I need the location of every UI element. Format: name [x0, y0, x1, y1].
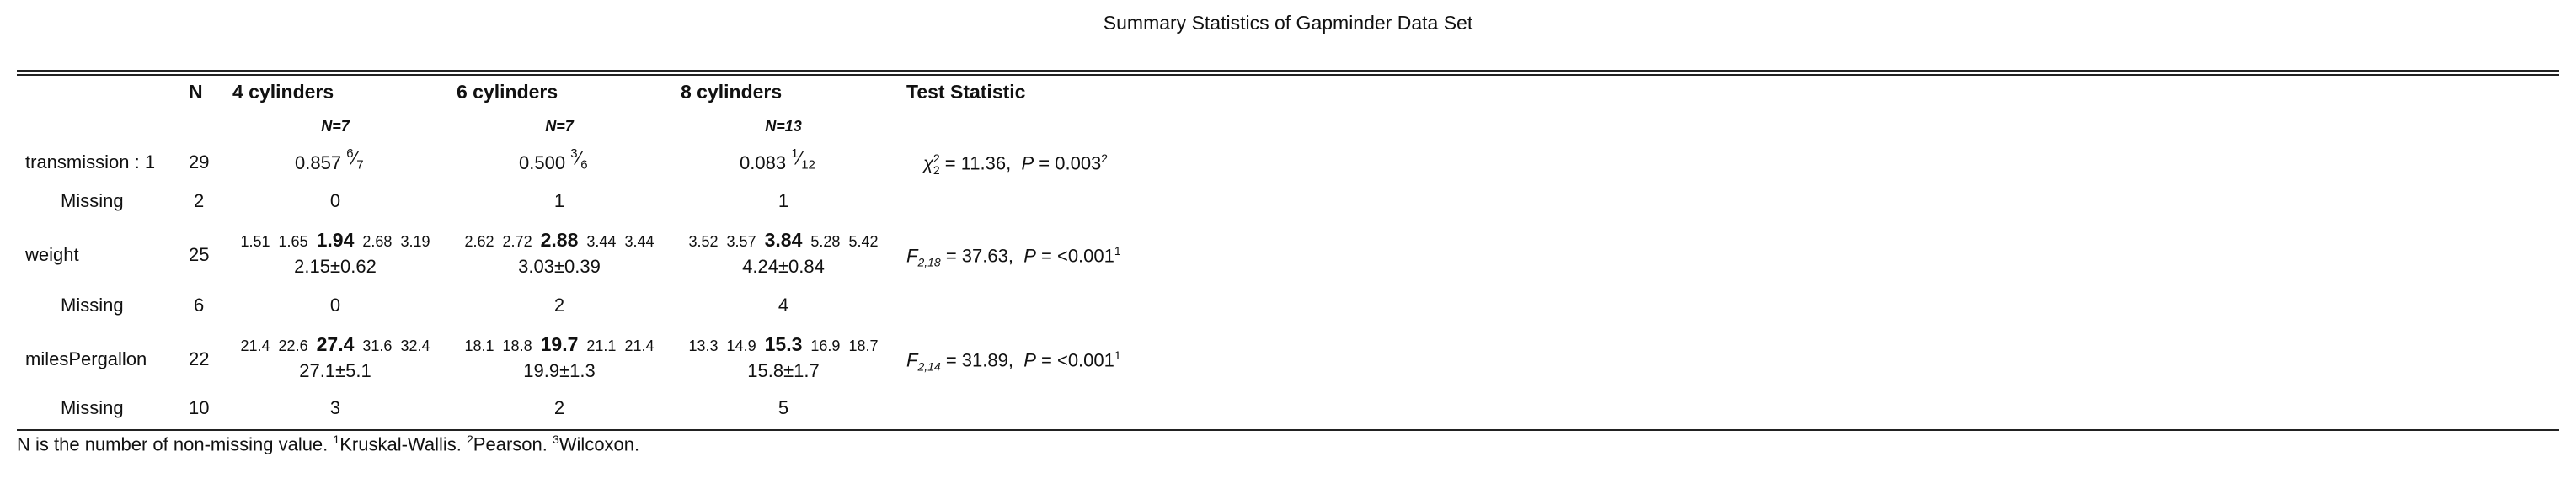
- subheader-n6: N=7: [545, 118, 574, 135]
- bottom-rule: [17, 429, 2559, 431]
- weight-missing-8cyl: 4: [778, 295, 789, 316]
- header-6-cylinders: 6 cylinders: [457, 81, 558, 103]
- mpg-missing-8cyl: 5: [778, 397, 789, 418]
- subheader-n4: N=7: [321, 118, 350, 135]
- n-mpg-missing: 10: [189, 397, 210, 418]
- n-weight: 25: [189, 244, 210, 265]
- mpg-8cyl-mean-sd: 15.8±1.7: [747, 360, 820, 381]
- weight-4cyl-mean-sd: 2.15±0.62: [294, 256, 377, 277]
- header-4-cylinders: 4 cylinders: [232, 81, 334, 103]
- top-rule-double: [17, 74, 2559, 76]
- row-label-missing: Missing: [61, 397, 124, 418]
- n-weight-missing: 6: [194, 295, 205, 316]
- weight-6cyl-quantiles: 2.62 2.72 2.88 3.44 3.44: [464, 229, 655, 251]
- mpg-4cyl-mean-sd: 27.1±5.1: [299, 360, 371, 381]
- mpg-6cyl-mean-sd: 19.9±1.3: [523, 360, 596, 381]
- mpg-6cyl-quantiles: 18.1 18.8 19.7 21.1 21.4: [464, 333, 655, 355]
- n-milespergallon: 22: [189, 348, 210, 369]
- weight-8cyl-mean-sd: 4.24±0.84: [742, 256, 825, 277]
- mpg-4cyl-quantiles: 21.4 22.6 27.4 31.6 32.4: [240, 333, 430, 355]
- transmission-missing-6cyl: 1: [553, 190, 565, 211]
- table-title: Summary Statistics of Gapminder Data Set: [1103, 12, 1473, 34]
- weight-4cyl-quantiles: 1.51 1.65 1.94 2.68 3.19: [240, 229, 430, 251]
- weight-missing-4cyl: 0: [329, 295, 341, 316]
- transmission-4cyl: 0.857 6⁄7: [295, 146, 364, 174]
- weight-6cyl-mean-sd: 3.03±0.39: [518, 256, 601, 277]
- mpg-missing-4cyl: 3: [329, 397, 341, 418]
- row-label-milespergallon: milesPergallon: [25, 348, 147, 369]
- mpg-missing-6cyl: 2: [553, 397, 565, 418]
- row-label-transmission: transmission : 1: [25, 151, 156, 173]
- top-rule: [17, 70, 2559, 72]
- row-label-weight: weight: [25, 244, 79, 265]
- row-label-missing: Missing: [61, 190, 124, 211]
- table-footnote: N is the number of non-missing value. 1K…: [17, 433, 640, 455]
- subheader-n8: N=13: [765, 118, 802, 135]
- transmission-test-statistic: χ22 = 11.36, P = 0.0032: [923, 151, 1109, 177]
- weight-missing-6cyl: 2: [553, 295, 565, 316]
- row-label-missing: Missing: [61, 295, 124, 316]
- weight-test-statistic: F2,18 = 37.63, P = <0.0011: [906, 244, 1121, 269]
- transmission-6cyl: 0.500 3⁄6: [519, 146, 588, 174]
- n-transmission: 29: [189, 151, 210, 173]
- mpg-test-statistic: F2,14 = 31.89, P = <0.0011: [906, 348, 1121, 374]
- header-n: N: [189, 81, 203, 103]
- header-test-statistic: Test Statistic: [906, 81, 1026, 103]
- mpg-8cyl-quantiles: 13.3 14.9 15.3 16.9 18.7: [688, 333, 879, 355]
- n-transmission-missing: 2: [194, 190, 205, 211]
- transmission-missing-8cyl: 1: [778, 190, 789, 211]
- transmission-8cyl: 0.083 1⁄12: [740, 146, 815, 174]
- weight-8cyl-quantiles: 3.52 3.57 3.84 5.28 5.42: [688, 229, 879, 251]
- transmission-missing-4cyl: 0: [329, 190, 341, 211]
- header-8-cylinders: 8 cylinders: [681, 81, 783, 103]
